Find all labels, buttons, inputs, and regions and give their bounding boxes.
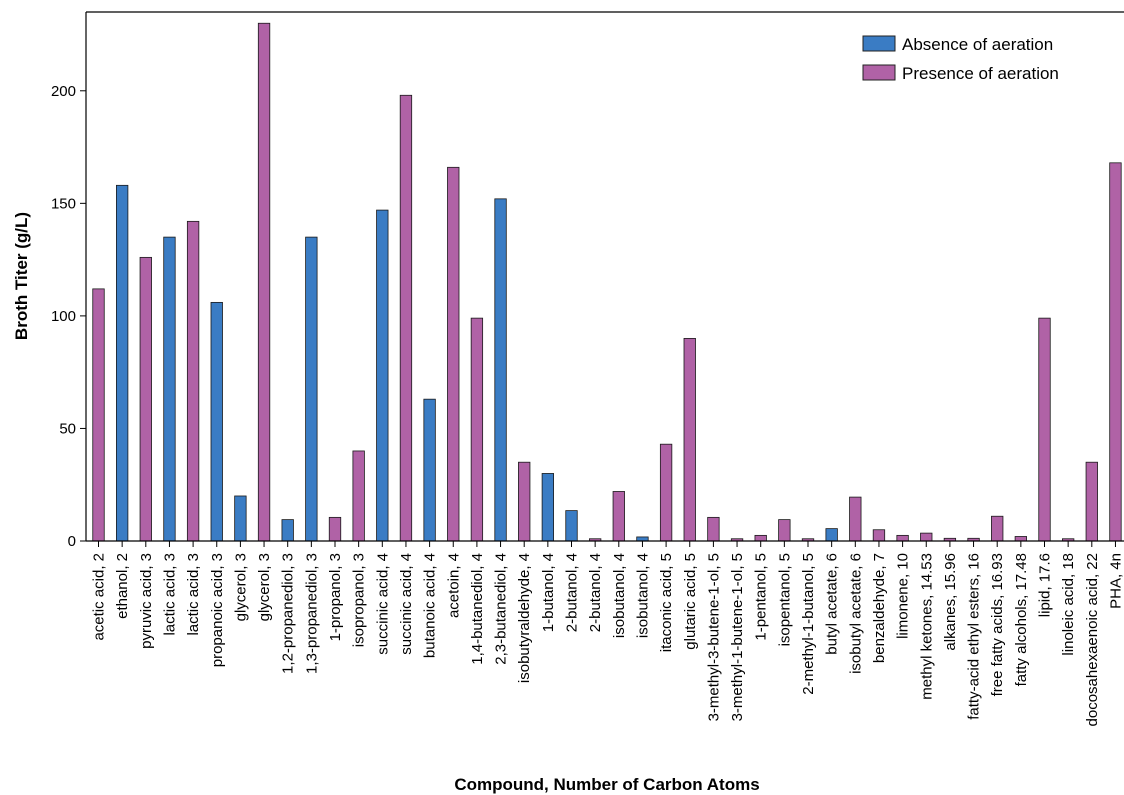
x-axis-title: Compound, Number of Carbon Atoms	[454, 775, 759, 794]
bar-14	[399, 94, 413, 542]
x-tick-label: methyl ketones, 14.53	[918, 553, 935, 700]
x-tick-label: 2,3-butanediol, 4	[493, 553, 510, 665]
x-tick-label: 1-pentanol, 5	[753, 553, 770, 641]
x-tick-label: linoleic acid, 18	[1060, 553, 1077, 656]
x-tick-label: lipid, 17.6	[1037, 553, 1054, 617]
bar-24	[636, 536, 649, 542]
x-tick-label: lactic acid, 3	[161, 553, 178, 636]
x-tick-label: isobutanol, 4	[634, 553, 651, 638]
bar-12	[352, 450, 365, 542]
y-tick-label: 150	[51, 195, 76, 212]
bar-9	[281, 519, 294, 542]
x-tick-label: isopentanol, 5	[776, 553, 793, 646]
legend-swatch-presence	[862, 64, 896, 81]
x-tick-label: 1-propanol, 3	[327, 553, 344, 641]
bar-17	[470, 317, 484, 542]
axes-group	[85, 11, 1124, 542]
bar-43	[1085, 461, 1098, 542]
bar-35	[896, 534, 909, 542]
bar-13	[376, 209, 389, 542]
x-tick-label: ethanol, 2	[114, 553, 131, 619]
x-tick-label: butanoic acid, 4	[422, 553, 439, 658]
bar-11	[328, 516, 342, 542]
y-tick-label: 50	[59, 420, 76, 437]
x-tick-label: 1-butanol, 4	[540, 553, 557, 632]
x-tick-label: 2-butanol, 4	[564, 553, 581, 632]
bar-5	[186, 220, 200, 542]
x-tick-label: butyl acetate, 6	[824, 553, 841, 655]
x-tick-label: 2-butanol, 4	[587, 553, 604, 632]
bar-21	[565, 510, 578, 542]
x-tick-label: succinic acid, 4	[398, 553, 415, 655]
bar-7	[234, 495, 247, 542]
x-tick-label: acetic acid, 2	[91, 553, 108, 641]
x-tick-label: PHA, 4n	[1107, 553, 1124, 609]
y-axis-title: Broth Titer (g/L)	[12, 212, 31, 340]
x-tick-label: succinic acid, 4	[374, 553, 391, 655]
x-tick-label: 1,2-propanediol, 3	[280, 553, 297, 674]
bar-25	[659, 443, 673, 542]
x-tick-label: free fatty acids, 16.93	[989, 553, 1006, 696]
y-tick-label: 200	[51, 83, 76, 100]
x-tick-label: acetoin, 4	[445, 553, 462, 618]
bar-2	[116, 184, 129, 542]
bar-8	[257, 22, 271, 542]
y-ticks-group: 0 50 100 150 200	[51, 83, 86, 550]
x-tick-label: docosahexaenoic acid, 22	[1084, 553, 1101, 726]
bar-40	[1014, 536, 1027, 542]
x-tick-label: alkanes, 15.96	[942, 553, 959, 651]
bar-34	[872, 529, 886, 542]
x-tick-label: fatty-acid ethyl esters, 16	[966, 553, 983, 720]
x-tick-label: glycerol, 3	[232, 553, 249, 621]
x-tick-label: propanoic acid, 3	[209, 553, 226, 667]
bar-39	[991, 515, 1004, 542]
bar-1	[92, 288, 105, 542]
x-tick-label: 3-methyl-3-butene-1-ol, 5	[705, 553, 722, 721]
bar-23	[612, 491, 625, 542]
x-tick-label: glycerol, 3	[256, 553, 273, 621]
x-tick-label: 3-methyl-1-butene-1-ol, 5	[729, 553, 746, 721]
bar-16	[447, 166, 460, 542]
bar-10	[305, 236, 318, 542]
bar-18	[494, 198, 507, 542]
x-tick-label: isobutanol, 4	[611, 553, 628, 638]
bar-15	[423, 398, 436, 542]
x-tick-label: pyruvic acid, 3	[138, 553, 155, 649]
bar-36	[920, 532, 933, 542]
bar-6	[210, 301, 223, 542]
bar-4	[163, 236, 176, 542]
bar-27	[707, 516, 720, 542]
x-tick-label: lactic acid, 3	[185, 553, 202, 636]
x-tick-label: isobutyraldehyde, 4	[516, 553, 533, 683]
x-tick-label: limonene, 10	[895, 553, 912, 639]
x-tick-label: benzaldehyde, 7	[871, 553, 888, 663]
bar-32	[825, 528, 838, 542]
bar-20	[541, 473, 554, 542]
bar-33	[849, 496, 862, 542]
bar-30	[778, 519, 791, 542]
legend-label-presence: Presence of aeration	[902, 64, 1059, 83]
bar-26	[683, 337, 696, 542]
y-tick-label: 0	[68, 533, 76, 550]
bar-29	[754, 534, 767, 542]
x-tick-label: 1,3-propanediol, 3	[303, 553, 320, 674]
x-tick-label: isobutyl acetate, 6	[847, 553, 864, 674]
bar-19	[518, 461, 531, 542]
bar-3	[139, 256, 152, 542]
bars-group	[92, 22, 1122, 542]
bar-41	[1038, 317, 1051, 542]
x-tick-label: fatty alcohols, 17.48	[1013, 553, 1030, 686]
y-tick-label: 100	[51, 308, 76, 325]
x-tick-label: isopropanol, 3	[351, 553, 368, 647]
x-tick-label: glutaric acid, 5	[682, 553, 699, 650]
bar-44	[1109, 162, 1122, 542]
x-tick-label: 2-methyl-1-butanol, 5	[800, 553, 817, 695]
x-tick-label: 1,4-butanediol, 4	[469, 553, 486, 665]
legend-swatch-absence	[862, 35, 896, 52]
x-tick-label: itaconic acid, 5	[658, 553, 675, 652]
legend: Absence of aeration Presence of aeration	[862, 35, 1059, 83]
x-ticks-group: acetic acid, 2 ethanol, 2 pyruvic acid, 3 l…	[91, 541, 1124, 726]
legend-label-absence: Absence of aeration	[902, 35, 1053, 54]
